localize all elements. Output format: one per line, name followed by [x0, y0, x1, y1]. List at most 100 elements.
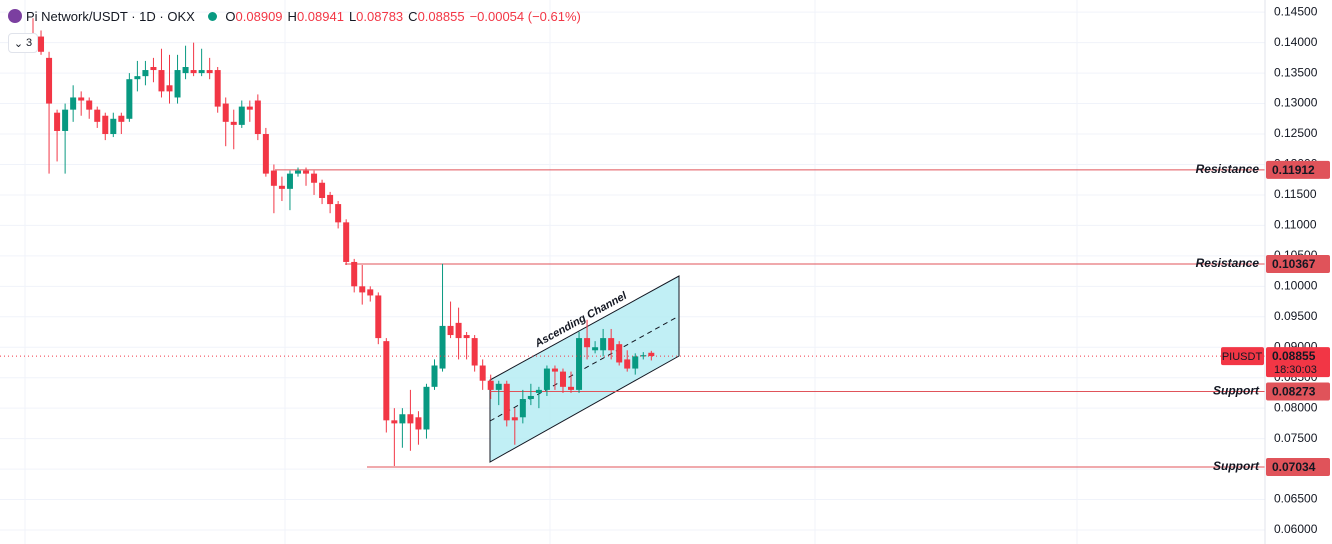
- candle-body: [254, 100, 261, 135]
- candle-body: [351, 261, 358, 287]
- open-value: 0.08909: [235, 9, 283, 24]
- price-tags: 0.11912 0.10367 0.08273 0.07034 PIUSDT 0.0885…: [1221, 160, 1330, 476]
- candle-body: [319, 182, 326, 198]
- level-price-tag: [1266, 160, 1330, 179]
- candle-body: [118, 115, 125, 122]
- candle-body: [70, 97, 77, 110]
- candle-body: [86, 100, 93, 110]
- level-price-label: 0.08273: [1272, 385, 1316, 399]
- countdown: 18:30:03: [1274, 364, 1317, 376]
- level-label: Support: [1213, 459, 1260, 473]
- candle-body: [535, 389, 542, 393]
- candle-body: [166, 85, 173, 92]
- candle-body: [110, 118, 117, 135]
- ascending-channel: [489, 275, 680, 463]
- y-tick-label: 0.11000: [1274, 218, 1317, 232]
- candle-body: [182, 67, 189, 74]
- level-price-tag: [1266, 457, 1330, 476]
- level-price-tag: [1266, 382, 1330, 401]
- candle-body: [102, 115, 109, 135]
- chevron: ⌄: [13, 37, 24, 50]
- y-tick-label: 0.13500: [1274, 65, 1318, 79]
- candle-body: [640, 355, 647, 357]
- candle-body: [632, 356, 639, 369]
- candle-body: [471, 338, 478, 366]
- candle-body: [383, 341, 390, 421]
- candle-body: [519, 399, 526, 418]
- y-tick-label: 0.06500: [1274, 492, 1318, 506]
- low-key: L: [348, 9, 357, 24]
- candle-body: [415, 417, 422, 430]
- candle-body: [359, 286, 366, 293]
- candle-body: [311, 173, 318, 183]
- candle-body: [648, 352, 655, 357]
- y-tick-label: 0.11500: [1274, 187, 1317, 201]
- symbol-tag: PIUSDT: [1222, 351, 1263, 363]
- candle-body: [198, 70, 205, 74]
- candle-body: [150, 67, 157, 71]
- y-tick-label: 0.06000: [1274, 522, 1318, 536]
- candle-body: [278, 185, 285, 189]
- candle-body: [270, 170, 277, 186]
- candle-body: [46, 57, 53, 104]
- candle-body: [262, 134, 269, 174]
- candle-body: [439, 325, 446, 369]
- level-label: Resistance: [1196, 256, 1260, 270]
- candle-body: [503, 383, 510, 421]
- candle-body: [62, 109, 69, 131]
- candle-body: [142, 70, 149, 77]
- candle-body: [230, 121, 237, 125]
- level-label: Support: [1213, 384, 1260, 398]
- candle-body: [38, 36, 45, 52]
- grid: [0, 11, 1265, 531]
- candle-body: [479, 365, 486, 381]
- y-tick-label: 0.14000: [1274, 35, 1318, 49]
- candle-body: [327, 194, 334, 205]
- candle-body: [616, 344, 623, 363]
- last-price-tag: [1266, 347, 1330, 378]
- candle-body: [407, 414, 414, 424]
- candle-body: [126, 79, 133, 119]
- candle-body: [511, 417, 518, 421]
- y-tick-label: 0.13000: [1274, 96, 1318, 110]
- candle-body: [592, 347, 599, 351]
- y-tick-label: 0.10000: [1274, 278, 1318, 292]
- candle-body: [190, 70, 197, 74]
- candles: [0, 18, 1265, 467]
- y-tick-label: 0.08000: [1274, 400, 1318, 414]
- y-tick-label: 0.09500: [1274, 309, 1318, 323]
- candle-body: [246, 106, 253, 110]
- close-value: 0.08855: [417, 9, 465, 24]
- candle-body: [214, 70, 221, 107]
- candle-body: [174, 70, 181, 98]
- level-price-label: 0.10367: [1272, 257, 1316, 271]
- candle-body: [551, 368, 558, 372]
- time-grid: [24, 0, 1078, 544]
- symbol-tag-bg: [1221, 347, 1264, 366]
- collapse-count: 3: [26, 37, 33, 49]
- candle-body: [391, 420, 398, 424]
- y-tick-label: 0.14500: [1274, 4, 1318, 18]
- candle-body: [335, 204, 342, 223]
- level-price-label: 0.11912: [1272, 163, 1315, 177]
- y-tick-label: 0.07500: [1274, 431, 1318, 445]
- level-price-label: 0.07034: [1272, 460, 1316, 474]
- symbol-title[interactable]: Pi Network/USDT · 1D · OKX: [26, 9, 195, 24]
- candle-body: [134, 76, 141, 80]
- candle-body: [584, 338, 591, 348]
- symbol-logo: [8, 9, 22, 23]
- market-status[interactable]: [208, 12, 218, 21]
- indicator-collapse-button[interactable]: ⌄ 3: [8, 33, 38, 53]
- candle-body: [576, 338, 583, 390]
- candle-body: [286, 173, 293, 189]
- candle-body: [543, 368, 550, 390]
- candle-body: [431, 365, 438, 387]
- low-value: 0.08783: [356, 9, 404, 24]
- candle-body: [78, 97, 85, 101]
- close-key: C: [408, 9, 418, 24]
- candle-body: [294, 170, 301, 174]
- levels: Resistance Resistance Support Support: [275, 162, 1265, 473]
- last-price-label: 0.08855: [1272, 349, 1316, 363]
